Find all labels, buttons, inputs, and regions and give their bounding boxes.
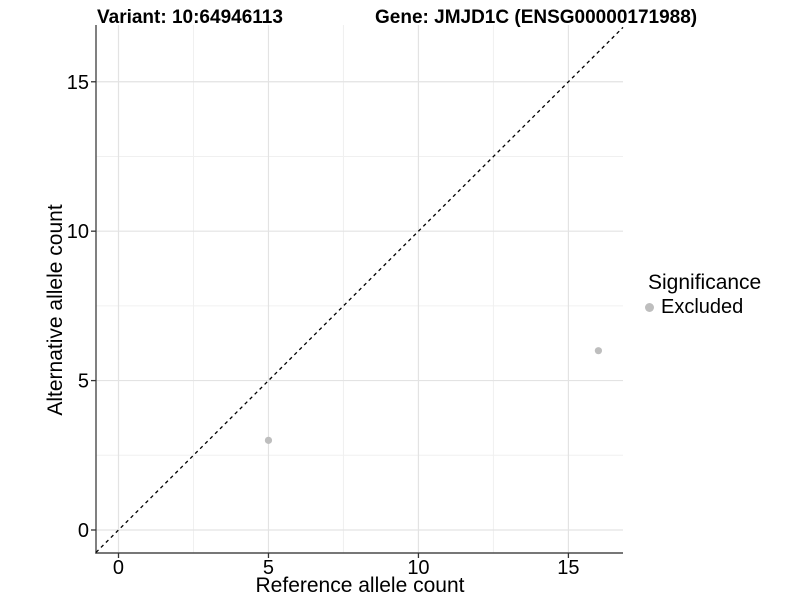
legend: Significance Excluded: [644, 271, 761, 318]
legend-title: Significance: [648, 271, 762, 294]
legend-item-label: Excluded: [661, 296, 744, 318]
x-tick-label: 10: [407, 557, 429, 579]
x-tick-label: 0: [113, 557, 124, 579]
gene-title: Gene: JMJD1C (ENSG00000171988): [375, 7, 698, 28]
variant-title: Variant: 10:64946113: [97, 7, 283, 28]
y-tick-label: 15: [67, 72, 89, 94]
legend-key-dot: [645, 302, 654, 312]
x-axis-title: Reference allele count: [256, 574, 465, 597]
x-tick-label: 15: [557, 557, 579, 579]
y-tick-label: 0: [78, 520, 89, 542]
y-tick-label: 10: [67, 221, 89, 243]
y-axis-title: Alternative allele count: [44, 204, 67, 415]
identity-line: [95, 26, 624, 553]
y-tick-label: 5: [78, 371, 89, 393]
data-point: [594, 347, 603, 355]
data-point: [264, 436, 273, 444]
x-tick-label: 5: [263, 557, 274, 579]
legend-item-excluded: Excluded: [644, 296, 761, 318]
